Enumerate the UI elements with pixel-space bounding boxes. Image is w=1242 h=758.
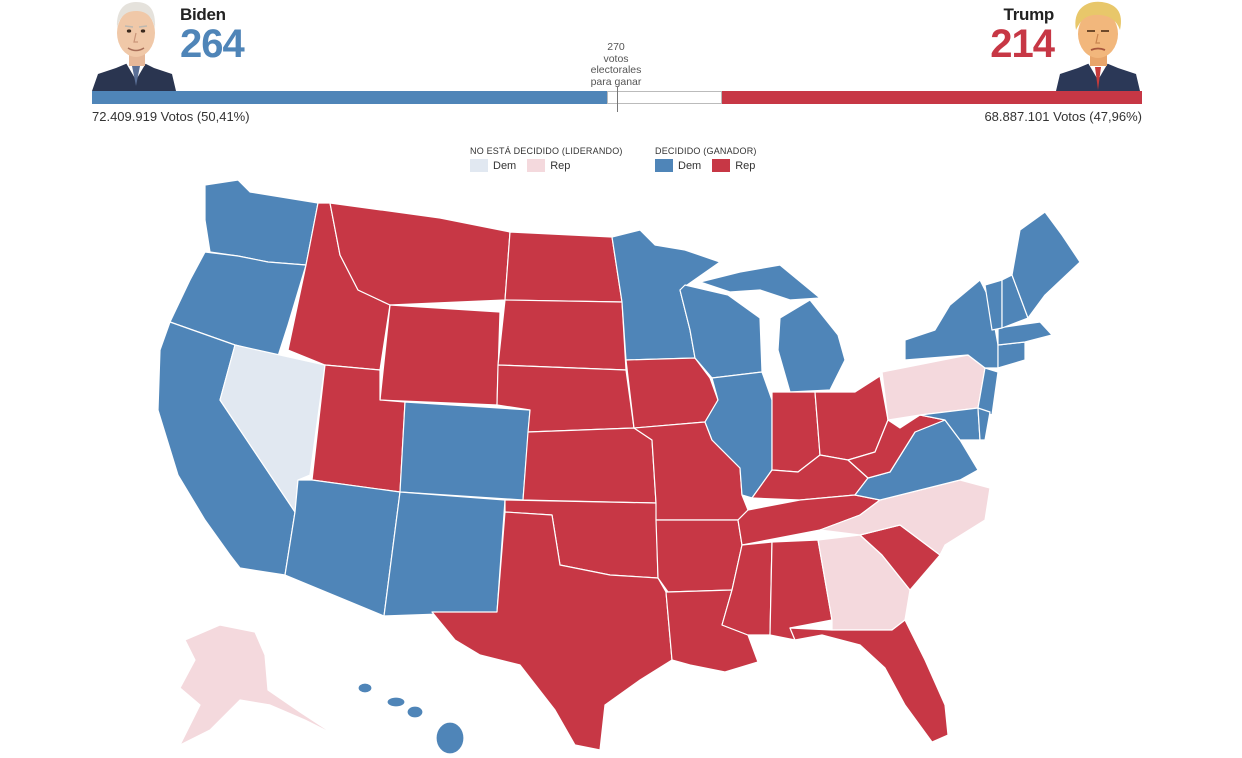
- state-NY: [904, 279, 999, 369]
- state-IL: [704, 371, 773, 499]
- legend-swatch-rep-decided: [712, 159, 731, 172]
- state-AR: [655, 519, 743, 593]
- biden-portrait: [92, 0, 180, 91]
- threshold-line-3: electorales: [590, 64, 642, 76]
- threshold-marker: [617, 86, 618, 112]
- state-WA: [204, 179, 319, 266]
- state-MD: [919, 407, 981, 441]
- bar-rep-segment: [722, 91, 1142, 104]
- state-TX: [431, 511, 673, 751]
- trump-name: Trump: [1003, 5, 1055, 24]
- trump-popular-vote: 68.887.101 Votos (47,96%): [984, 109, 1142, 124]
- legend-label-rep-decided: Rep: [735, 159, 756, 172]
- state-CO: [399, 401, 531, 501]
- state-ND: [504, 231, 623, 303]
- state-SD: [497, 299, 627, 371]
- threshold-number: 270: [607, 41, 625, 53]
- legend-decided-title: DECIDIDO (GANADOR): [655, 146, 757, 156]
- state-NM: [383, 491, 506, 617]
- state-NJ: [977, 367, 999, 416]
- threshold-label: 270 votos electorales para ganar: [576, 41, 656, 88]
- state-CT: [997, 341, 1026, 369]
- state-AZ: [284, 479, 401, 617]
- electoral-vote-bar: [92, 91, 1142, 104]
- trump-portrait: [1054, 0, 1142, 91]
- biden-popular-vote: 72.409.919 Votos (50,41%): [92, 109, 250, 124]
- state-MT: [329, 202, 511, 306]
- legend-swatch-dem-decided: [655, 159, 673, 172]
- biden-name: Biden: [180, 5, 226, 24]
- threshold-line-2: votos: [603, 52, 629, 65]
- state-ME: [1011, 211, 1081, 319]
- legend-swatch-rep-leading: [527, 159, 546, 172]
- state-WV: [847, 414, 946, 479]
- legend-decided: DECIDIDO (GANADOR) Dem Rep: [655, 146, 757, 172]
- biden-electoral-votes: 264: [180, 22, 245, 66]
- bar-undecided-segment: [606, 91, 722, 104]
- state-DE: [977, 407, 991, 441]
- state-MA: [997, 321, 1053, 346]
- legend-label-rep-leading: Rep: [550, 159, 571, 172]
- state-FL: [789, 619, 949, 743]
- legend-label-dem-leading: Dem: [493, 159, 517, 172]
- trump-electoral-votes: 214: [990, 22, 1055, 66]
- state-OR: [169, 251, 307, 357]
- legend-swatch-dem-leading: [470, 159, 488, 172]
- state-MI: [699, 264, 846, 393]
- state-WY: [379, 304, 501, 406]
- state-HI: [357, 682, 465, 755]
- threshold-line-4: para ganar: [590, 75, 642, 88]
- legend-undecided: NO ESTÁ DECIDIDO (LIDERANDO) Dem Rep: [470, 146, 623, 172]
- state-KS: [522, 427, 657, 504]
- legend-undecided-title: NO ESTÁ DECIDIDO (LIDERANDO): [470, 146, 623, 156]
- bar-dem-segment: [92, 91, 607, 104]
- legend-label-dem-decided: Dem: [678, 159, 702, 172]
- state-AK: [179, 624, 336, 746]
